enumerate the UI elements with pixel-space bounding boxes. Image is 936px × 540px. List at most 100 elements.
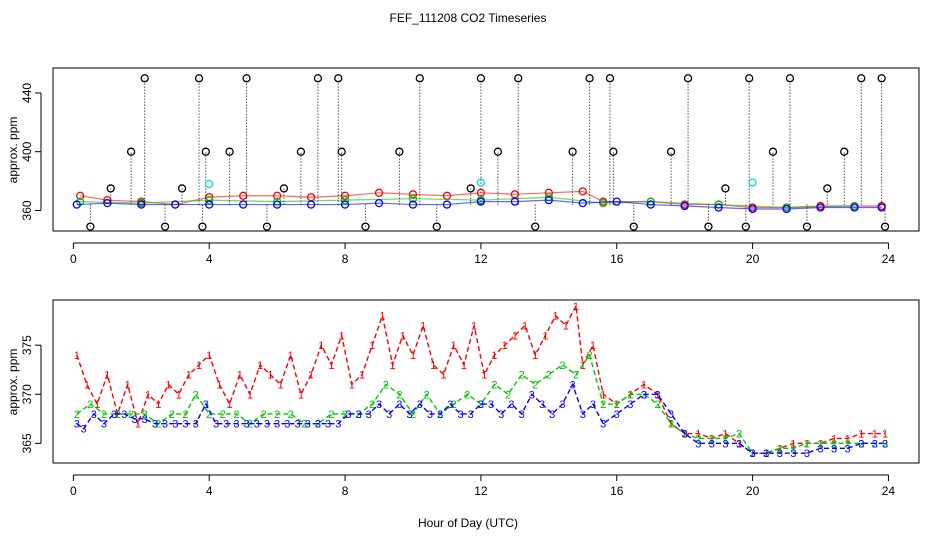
series-1-point-label: 1 xyxy=(817,438,823,450)
series-1-point-label: 1 xyxy=(563,321,569,333)
series-2-point-label: 2 xyxy=(383,379,389,391)
series-3-point-label: 3 xyxy=(736,438,742,450)
series-spikes-point xyxy=(334,74,343,83)
series-2-point-label: 2 xyxy=(831,438,837,450)
series-3-point-label: 3 xyxy=(396,399,402,411)
series-2-point-label: 2 xyxy=(193,389,199,401)
series-1-point-label: 1 xyxy=(216,379,222,391)
series-3-point-label: 3 xyxy=(223,419,229,431)
series-1-point-label: 1 xyxy=(614,399,620,411)
series-3-point-label: 3 xyxy=(203,399,209,411)
series-spikes-point xyxy=(198,222,207,231)
series-3-point-label: 3 xyxy=(750,448,756,460)
series-2-point-label: 2 xyxy=(709,433,715,445)
series-1-point-label: 1 xyxy=(553,311,559,323)
series-1-point-label: 1 xyxy=(845,433,851,445)
series-2-point-label: 2 xyxy=(736,429,742,441)
series-3-point-label: 3 xyxy=(709,438,715,450)
series-spikes-point xyxy=(802,222,812,231)
series-2-point-label: 2 xyxy=(627,389,633,401)
series-spikes-point xyxy=(666,147,676,156)
series-1-point-label: 1 xyxy=(542,330,548,342)
series-1-point-label: 1 xyxy=(206,350,212,362)
bottom-y-tick-label: 365 xyxy=(20,433,34,453)
series-1-point-label: 1 xyxy=(359,370,365,382)
series-2-point-label: 2 xyxy=(559,360,565,372)
series-3-point-label: 3 xyxy=(682,429,688,441)
series-2-point-label: 2 xyxy=(464,389,470,401)
series-2-point-label: 2 xyxy=(274,409,280,421)
series-spikes-point xyxy=(609,147,618,156)
series-3-point-label: 3 xyxy=(315,419,321,431)
series-spikes-point xyxy=(126,147,136,156)
series-2-point-label: 2 xyxy=(220,409,226,421)
series-3-point-label: 3 xyxy=(213,419,219,431)
series-1-point-label: 1 xyxy=(573,301,579,313)
series-1-point-label: 1 xyxy=(858,429,864,441)
series-1-point-label: 1 xyxy=(410,350,416,362)
series-1-point-label: 1 xyxy=(277,379,283,391)
series-3-point-label: 3 xyxy=(668,409,674,421)
top-x-tick-label: 24 xyxy=(882,252,896,266)
series-spikes-point xyxy=(242,74,251,83)
bottom-x-tick-label: 8 xyxy=(342,484,349,498)
series-3-point-label: 3 xyxy=(722,438,728,450)
series-1-point-label: 1 xyxy=(882,429,888,441)
series-spikes-point xyxy=(840,147,849,156)
series-1-point-label: 1 xyxy=(440,370,446,382)
series-spikes-point xyxy=(823,184,832,193)
series-3-point-label: 3 xyxy=(614,409,620,421)
series-3-point-label: 3 xyxy=(121,409,127,421)
series-3-point-label: 3 xyxy=(172,419,178,431)
series-spikes-point xyxy=(313,74,323,83)
series-2-point-label: 2 xyxy=(342,409,348,421)
series-spikes-point xyxy=(225,147,234,156)
top-y-tick-label: 400 xyxy=(20,141,34,161)
series-3-point-label: 3 xyxy=(427,409,433,421)
bottom-x-tick-label: 24 xyxy=(882,484,896,498)
top-plot-frame xyxy=(52,67,920,232)
series-2-point-label: 2 xyxy=(763,448,769,460)
series-spikes-point xyxy=(745,74,754,83)
series-2-point-label: 2 xyxy=(478,399,484,411)
series-spikes-point xyxy=(857,74,866,83)
series-1-point-label: 1 xyxy=(369,340,375,352)
series-2-point-label: 2 xyxy=(505,389,511,401)
series-1-point-label: 1 xyxy=(668,419,674,431)
series-1-point-label: 1 xyxy=(654,389,660,401)
series-3-point-label: 3 xyxy=(356,409,362,421)
series-3-point-label: 3 xyxy=(498,409,504,421)
series-2-point-label: 2 xyxy=(206,409,212,421)
series-1-point-label: 1 xyxy=(790,438,796,450)
series-3-point-label: 3 xyxy=(162,419,168,431)
series-1-point-label: 1 xyxy=(804,438,810,450)
bottom-x-tick-label: 0 xyxy=(70,484,77,498)
series-1-point-label: 1 xyxy=(512,330,518,342)
bottom-ylabel: approx. ppm xyxy=(6,349,20,416)
series-2-point-label: 2 xyxy=(155,419,161,431)
series-3-point-label: 3 xyxy=(790,448,796,460)
x-axis-title: Hour of Day (UTC) xyxy=(418,516,518,530)
bottom-x-tick-label: 4 xyxy=(206,484,213,498)
series-cyan-point xyxy=(748,178,757,187)
series-2-point-label: 2 xyxy=(546,370,552,382)
series-cyan-point xyxy=(205,179,214,189)
series-spikes-point xyxy=(683,74,693,83)
series-spikes-point xyxy=(476,74,486,83)
series-1-point-label: 1 xyxy=(641,379,647,391)
series-2-point-label: 2 xyxy=(573,370,579,382)
series-1-point-label: 1 xyxy=(400,330,406,342)
series-2-point-label: 2 xyxy=(369,399,375,411)
series-1-point-label: 1 xyxy=(682,429,688,441)
series-3-point-label: 3 xyxy=(777,448,783,460)
series-1-point-label: 1 xyxy=(390,360,396,372)
series-1-point-label: 1 xyxy=(750,448,756,460)
series-1-line xyxy=(76,303,886,454)
series-1-point-label: 1 xyxy=(135,419,141,431)
series-spikes-point xyxy=(568,147,577,156)
series-spikes-point xyxy=(514,74,523,83)
series-2-point-label: 2 xyxy=(87,399,93,411)
series-spikes-point xyxy=(605,74,615,83)
series-3-point-label: 3 xyxy=(600,419,606,431)
